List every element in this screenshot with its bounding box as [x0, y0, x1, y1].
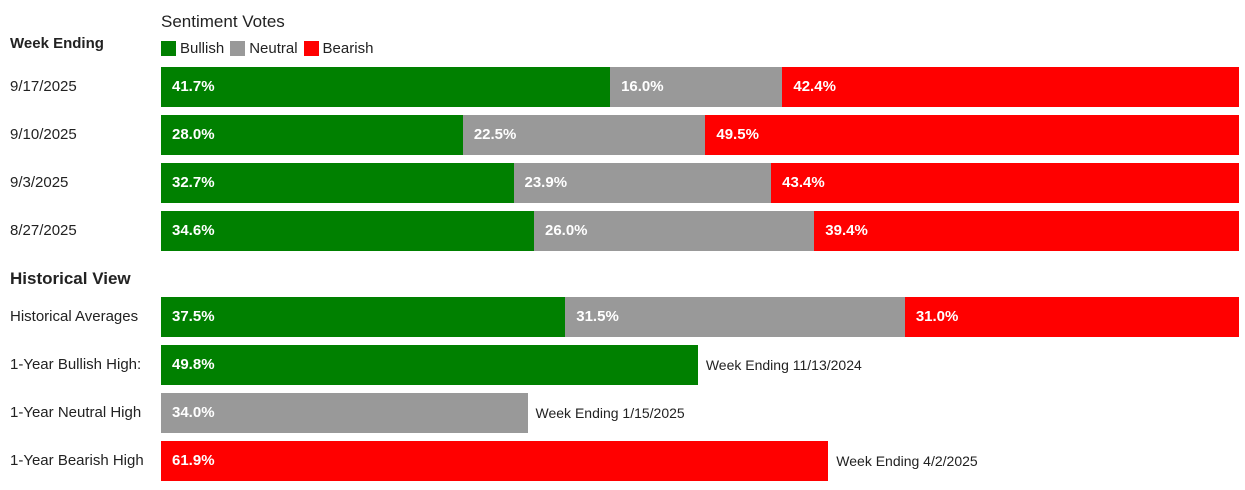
week-row-0-bearish-segment: 42.4%: [782, 67, 1239, 107]
week-row-3-neutral-value: 26.0%: [544, 222, 588, 239]
historical-view-heading: Historical View: [10, 269, 131, 288]
week-row-2-bar: 32.7% 23.9% 43.4%: [161, 163, 1239, 203]
legend-item-bullish: Bullish: [161, 40, 224, 57]
high-row-bullish-bar: 49.8% Week Ending 11/13/2024: [161, 345, 1239, 385]
high-row-bearish-value: 61.9%: [172, 452, 215, 469]
week-row-3-bullish-segment: 34.6%: [161, 211, 534, 251]
week-row-1-neutral-value: 22.5%: [473, 126, 517, 143]
historical-averages-bullish-segment: 37.5%: [161, 297, 566, 337]
legend-swatch-bearish: [303, 41, 319, 56]
week-row-0-neutral-value: 16.0%: [621, 78, 664, 95]
historical-averages-bar: 37.5% 31.5% 31.0%: [161, 297, 1239, 337]
week-row-0-bullish-segment: 41.7%: [161, 67, 611, 107]
historical-averages-neutral-value: 31.5%: [576, 308, 619, 325]
week-row-3-label: 8/27/2025: [10, 222, 77, 239]
week-row-3-bar: 34.6% 26.0% 39.4%: [161, 211, 1239, 251]
week-row-1-bar: 28.0% 22.5% 49.5%: [161, 115, 1239, 155]
week-row-3-bearish-value: 39.4%: [825, 222, 868, 239]
high-row-neutral-value: 34.0%: [172, 404, 215, 421]
legend-swatch-bullish: [161, 41, 176, 56]
high-row-bearish-bar: 61.9% Week Ending 4/2/2025: [161, 441, 1239, 481]
legend-label-bearish: Bearish: [322, 40, 374, 57]
week-row-0-label: 9/17/2025: [10, 78, 77, 95]
week-ending-heading: Week Ending: [10, 35, 104, 52]
high-row-neutral-bar: 34.0% Week Ending 1/15/2025: [161, 393, 1239, 433]
high-row-bullish-label: 1-Year Bullish High:: [10, 356, 142, 373]
week-row-0-bar: 41.7% 16.0% 42.4%: [161, 67, 1239, 107]
week-row-2-bullish-value: 32.7%: [172, 174, 215, 191]
week-row-0-bullish-value: 41.7%: [172, 78, 215, 95]
week-row-2-bearish-value: 43.4%: [782, 174, 825, 191]
week-row-3-neutral-segment: 26.0%: [533, 211, 815, 251]
high-row-neutral-label: 1-Year Neutral High: [10, 404, 142, 421]
historical-averages-label: Historical Averages: [10, 308, 139, 325]
week-row-1-bullish-segment: 28.0%: [161, 115, 463, 155]
high-row-bearish-label: 1-Year Bearish High: [10, 452, 144, 469]
high-row-bullish-note: Week Ending 11/13/2024: [705, 357, 862, 373]
historical-averages-bearish-segment: 31.0%: [904, 297, 1239, 337]
week-row-3-bearish-segment: 39.4%: [814, 211, 1239, 251]
high-row-neutral-segment: 34.0%: [161, 393, 528, 433]
week-row-1-neutral-segment: 22.5%: [462, 115, 706, 155]
historical-averages-neutral-segment: 31.5%: [565, 297, 905, 337]
high-row-bullish-value: 49.8%: [172, 356, 215, 373]
week-row-1-bearish-value: 49.5%: [716, 126, 759, 143]
week-row-2-neutral-value: 23.9%: [524, 174, 568, 191]
week-row-0-bearish-value: 42.4%: [793, 78, 836, 95]
high-row-neutral-note: Week Ending 1/15/2025: [535, 405, 685, 421]
week-row-1-label: 9/10/2025: [10, 126, 77, 143]
legend-item-neutral: Neutral: [230, 40, 298, 57]
high-row-bearish-segment: 61.9%: [161, 441, 829, 481]
week-row-2-neutral-segment: 23.9%: [513, 163, 772, 203]
week-row-1-bullish-value: 28.0%: [172, 126, 215, 143]
week-row-1-bearish-segment: 49.5%: [705, 115, 1239, 155]
legend: Bullish Neutral Bearish: [161, 40, 379, 57]
week-row-2-label: 9/3/2025: [10, 174, 69, 191]
week-row-2-bearish-segment: 43.4%: [771, 163, 1239, 203]
week-row-2-bullish-segment: 32.7%: [161, 163, 514, 203]
historical-averages-bearish-value: 31.0%: [915, 308, 959, 325]
week-row-3-bullish-value: 34.6%: [172, 222, 215, 239]
week-row-0-neutral-segment: 16.0%: [610, 67, 783, 107]
legend-title: Sentiment Votes: [161, 12, 285, 31]
high-row-bearish-note: Week Ending 4/2/2025: [836, 453, 978, 469]
legend-label-neutral: Neutral: [249, 40, 298, 57]
high-row-bullish-segment: 49.8%: [161, 345, 698, 385]
historical-averages-bullish-value: 37.5%: [172, 308, 215, 325]
legend-label-bullish: Bullish: [180, 40, 225, 57]
legend-item-bearish: Bearish: [303, 40, 374, 57]
legend-swatch-neutral: [230, 41, 246, 56]
